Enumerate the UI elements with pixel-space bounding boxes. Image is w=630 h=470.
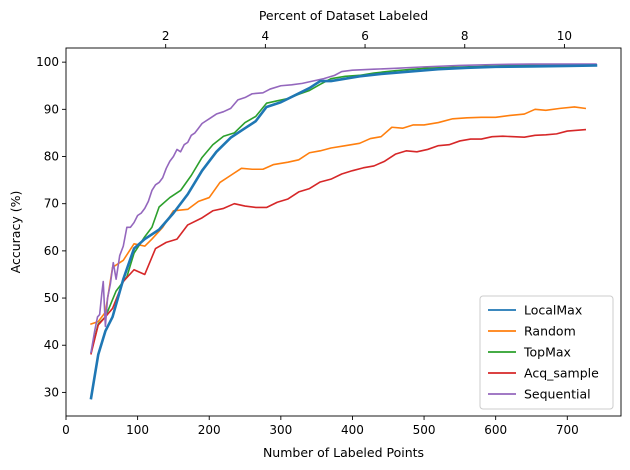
legend-label-random: Random <box>524 324 576 339</box>
series-line-acq-sample <box>90 128 587 355</box>
y-tick-label: 80 <box>44 150 59 164</box>
series-line-random <box>90 106 587 326</box>
legend-label-localmax: LocalMax <box>524 303 582 318</box>
top-x-tick-label: 6 <box>361 29 369 43</box>
x-tick-label: 0 <box>62 423 70 437</box>
series-layer <box>89 63 598 400</box>
legend: LocalMax Random TopMax Acq_sample Sequential <box>479 295 614 410</box>
x-tick-label: 100 <box>126 423 149 437</box>
top-x-tick-label: 8 <box>461 29 469 43</box>
axes-layer: 0 100 200 300 400 500 600 700 2 4 6 8 10 30 40 50 60 70 80… <box>36 29 622 437</box>
legend-label-acq-sample: Acq_sample <box>524 366 599 381</box>
x-tick-label: 200 <box>198 423 221 437</box>
top-x-axis-label: Percent of Dataset Labeled <box>259 8 428 23</box>
legend-box <box>479 295 614 410</box>
y-axis-label: Accuracy (%) <box>8 191 23 274</box>
y-tick-label: 90 <box>44 102 59 116</box>
y-tick-label: 40 <box>44 338 59 352</box>
y-tick-label: 60 <box>44 244 59 258</box>
series-line-localmax <box>89 64 598 400</box>
plot-frame <box>65 47 622 417</box>
x-tick-label: 500 <box>413 423 436 437</box>
legend-label-sequential: Sequential <box>524 387 591 402</box>
top-x-tick-label: 2 <box>162 29 170 43</box>
legend-label-topmax: TopMax <box>523 345 571 360</box>
y-tick-label: 50 <box>44 291 59 305</box>
x-tick-label: 700 <box>556 423 579 437</box>
x-tick-label: 600 <box>484 423 507 437</box>
x-tick-label: 400 <box>341 423 364 437</box>
top-x-tick-label: 4 <box>262 29 270 43</box>
y-tick-label: 70 <box>44 197 59 211</box>
x-axis-label: Number of Labeled Points <box>263 445 424 460</box>
y-tick-label: 30 <box>44 385 59 399</box>
y-tick-label: 100 <box>36 55 59 69</box>
x-tick-label: 300 <box>269 423 292 437</box>
top-x-tick-label: 10 <box>557 29 572 43</box>
series-line-sequential <box>90 63 597 354</box>
